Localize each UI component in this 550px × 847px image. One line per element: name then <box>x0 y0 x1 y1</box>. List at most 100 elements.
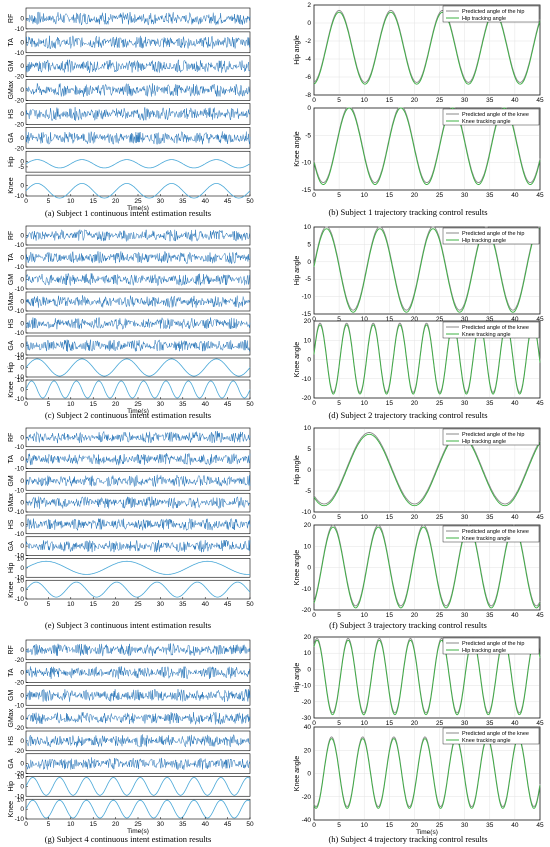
x-tick-label: 35 <box>179 601 187 608</box>
x-tick-label: 20 <box>112 821 120 828</box>
channel-label-RF: RF <box>8 231 15 240</box>
emg-series-GM <box>25 688 251 702</box>
x-tick-label: 0 <box>312 316 316 323</box>
x-tick-label: 10 <box>361 720 369 727</box>
x-tick-label: 45 <box>536 192 544 199</box>
x-tick-label: 15 <box>90 601 98 608</box>
y-tick-label: 10 <box>17 355 25 362</box>
x-tick-label: 50 <box>246 198 254 205</box>
tracking-series <box>313 11 541 85</box>
x-axis-label: Time(s) <box>127 828 149 835</box>
channel-label-Hip: Hip <box>8 362 15 373</box>
x-tick-label: 25 <box>436 612 444 619</box>
x-tick-label: 35 <box>179 401 187 408</box>
x-tick-label: 15 <box>386 97 394 104</box>
y-tick-label: -10 <box>15 352 25 359</box>
y-tick-label: -10 <box>15 193 25 200</box>
channel-frame <box>25 776 251 797</box>
x-tick-label: 30 <box>461 400 469 407</box>
tracking-series <box>313 228 540 313</box>
caption-b: (b) Subject 1 trajectory tracking contro… <box>328 207 487 217</box>
legend-entry-predicted: Predicted angle of the hip <box>462 641 524 647</box>
y-tick-label: 5 <box>307 241 311 248</box>
x-tick-label: 25 <box>134 821 142 828</box>
x-tick-label: 10 <box>361 97 369 104</box>
y-tick-label: -10 <box>302 294 312 301</box>
emg-series-RF <box>25 643 251 657</box>
y-tick-label: 0 <box>307 666 311 673</box>
emg-series-HS <box>25 733 251 748</box>
x-tick-label: 30 <box>461 192 469 199</box>
x-tick-label: 20 <box>411 822 419 829</box>
emg-series-TA <box>25 35 251 49</box>
x-tick-label: 10 <box>67 821 75 828</box>
caption-a: (a) Subject 1 continuous intent estimati… <box>45 208 211 218</box>
x-tick-label: 35 <box>179 821 187 828</box>
channel-label-TA: TA <box>8 38 15 47</box>
y-tick-label: 0 <box>20 343 24 350</box>
x-tick-label: 5 <box>337 822 341 829</box>
y-tick-label: 0 <box>20 159 24 166</box>
x-tick-label: 50 <box>246 821 254 828</box>
emg-series-GA <box>25 539 251 553</box>
channel-frame <box>25 150 251 173</box>
y-tick-label: -10 <box>302 586 312 593</box>
x-tick-label: 25 <box>436 400 444 407</box>
channel-label-Hip: Hip <box>8 563 15 574</box>
subplot-border <box>313 226 541 315</box>
x-tick-label: 10 <box>361 400 369 407</box>
y-tick-label: 0 <box>307 565 311 572</box>
x-tick-label: 5 <box>47 401 51 408</box>
y-tick-label: 0 <box>20 299 24 306</box>
y-tick-label: -20 <box>15 657 25 664</box>
y-tick-label: 0 <box>307 259 311 266</box>
x-axis-label: Time(s) <box>127 408 149 415</box>
angle-series-Hip <box>25 777 251 796</box>
y-tick-label: 10 <box>17 774 25 781</box>
legend-entry-tracking: Knee tracking angle <box>462 119 511 125</box>
emg-series-TA <box>25 453 251 466</box>
y-tick-label: -10 <box>15 487 25 494</box>
x-tick-label: 40 <box>511 720 519 727</box>
x-tick-label: 40 <box>511 822 519 829</box>
y-axis-label: Hip angle <box>294 663 301 693</box>
emg-series-GM <box>25 272 251 287</box>
x-tick-label: 45 <box>536 612 544 619</box>
y-tick-label: -4 <box>305 56 311 63</box>
y-tick-label: -20 <box>302 395 312 402</box>
y-tick-label: -2 <box>305 38 311 45</box>
channel-label-GMax: GMax <box>8 493 15 512</box>
x-tick-label: 45 <box>536 514 544 521</box>
angle-series-Knee <box>25 380 251 399</box>
legend-box <box>442 5 540 23</box>
x-tick-label: 40 <box>202 198 210 205</box>
x-tick-label: 30 <box>157 198 165 205</box>
x-tick-label: 5 <box>337 192 341 199</box>
x-tick-label: 40 <box>202 401 210 408</box>
x-tick-label: 20 <box>411 316 419 323</box>
legend-entry-tracking: Knee tracking angle <box>462 332 511 338</box>
x-tick-label: 30 <box>157 401 165 408</box>
channel-label-GMax: GMax <box>8 80 15 99</box>
x-tick-label: 35 <box>486 612 494 619</box>
x-tick-label: 0 <box>312 400 316 407</box>
channel-label-GM: GM <box>8 274 15 285</box>
channel-label-Knee: Knee <box>8 801 15 817</box>
y-tick-label: -10 <box>15 702 25 709</box>
emg-series-GMax <box>25 295 251 309</box>
y-tick-label: -10 <box>15 531 25 538</box>
x-tick-label: 35 <box>486 822 494 829</box>
legend-entry-predicted: Predicted angle of the hip <box>462 432 524 438</box>
legend-entry-tracking: Hip tracking angle <box>462 648 506 654</box>
channel-label-GM: GM <box>8 475 15 486</box>
y-tick-label: 10 <box>17 796 25 803</box>
y-tick-label: 0 <box>20 183 24 190</box>
y-tick-label: 0 <box>307 20 311 27</box>
y-tick-label: -10 <box>302 683 312 690</box>
x-tick-label: 30 <box>461 514 469 521</box>
